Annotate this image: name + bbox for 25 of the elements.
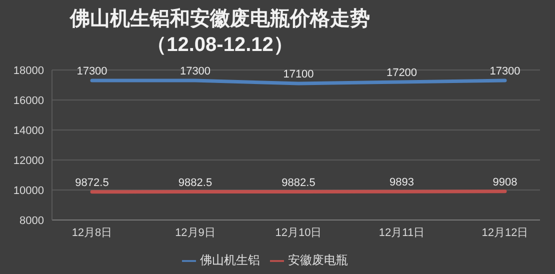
data-label: 9908: [492, 176, 518, 188]
y-tick-label: 18000: [13, 64, 44, 77]
y-tick-label: 10000: [13, 184, 44, 197]
legend-label: 佛山机生铝: [200, 253, 260, 267]
chart-subtitle: （12.08-12.12）: [146, 33, 294, 58]
x-tick-label: 12月9日: [175, 226, 216, 239]
x-tick-label: 12月12日: [482, 226, 528, 239]
y-tick-label: 14000: [13, 124, 44, 137]
data-label: 17200: [386, 67, 418, 79]
data-label: 9882.5: [282, 176, 316, 189]
data-label: 9872.5: [75, 176, 109, 189]
x-tick-label: 12月8日: [72, 226, 112, 239]
x-tick-label: 12月10日: [275, 226, 322, 239]
data-label: 9893: [390, 176, 414, 189]
legend-label: 安徽废电瓶: [288, 253, 348, 267]
data-label: 17300: [490, 66, 520, 78]
y-tick-label: 12000: [13, 154, 44, 167]
data-label: 9882.5: [178, 176, 212, 189]
data-label: 17300: [76, 66, 108, 78]
data-label: 17100: [283, 68, 314, 80]
data-label: 17300: [180, 66, 211, 78]
chart-title: 佛山机生铝和安徽废电瓶价格走势: [70, 6, 370, 32]
y-tick-label: 8000: [20, 214, 44, 227]
x-tick-label: 12月11日: [378, 226, 425, 239]
y-tick-label: 16000: [13, 94, 44, 107]
